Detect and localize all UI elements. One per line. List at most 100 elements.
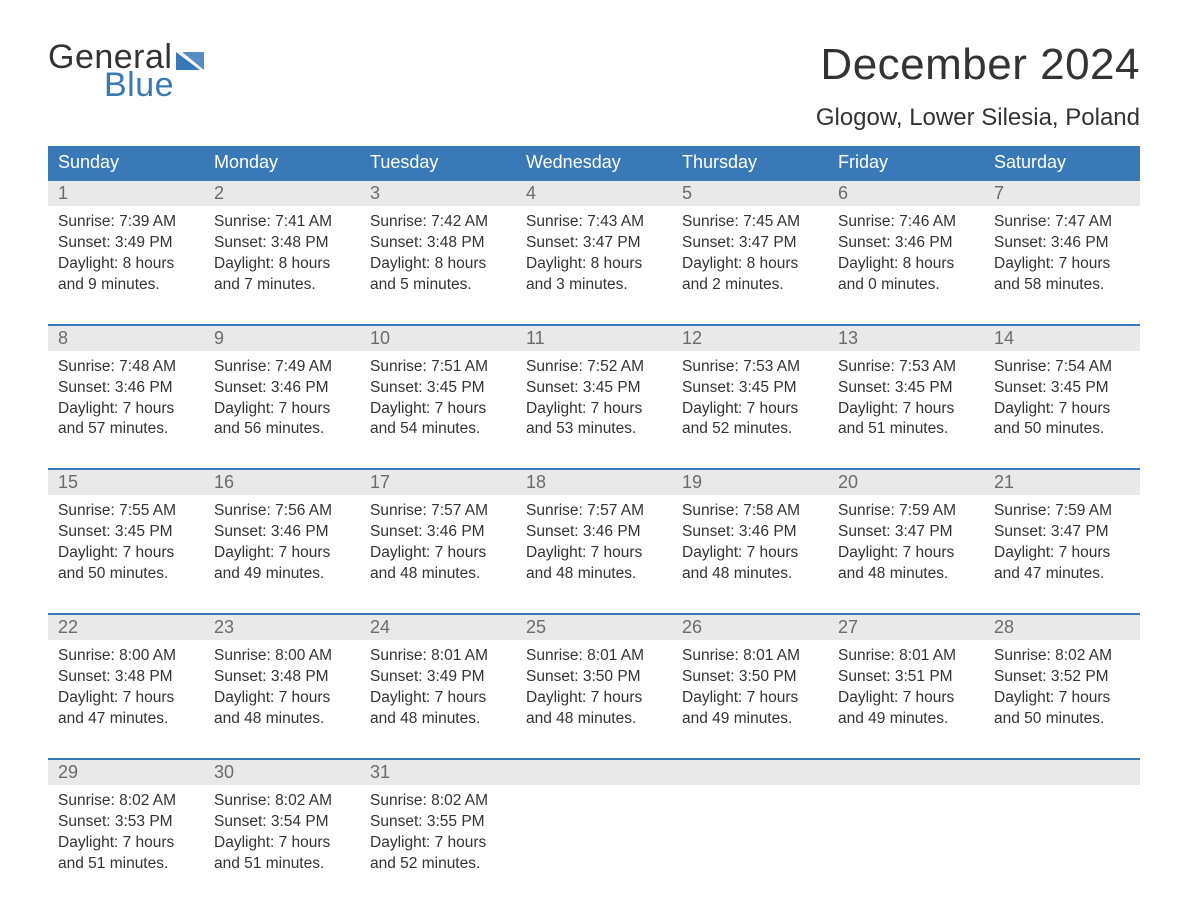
sunset-text: Sunset: 3:47 PM bbox=[994, 522, 1130, 543]
daylight-text-line2: and 52 minutes. bbox=[682, 419, 818, 440]
daylight-text-line2: and 50 minutes. bbox=[994, 419, 1130, 440]
sunrise-text: Sunrise: 7:45 AM bbox=[682, 212, 818, 233]
daylight-text-line2: and 48 minutes. bbox=[526, 709, 662, 730]
day-number: 10 bbox=[360, 326, 516, 351]
sunrise-text: Sunrise: 7:59 AM bbox=[994, 501, 1130, 522]
sunset-text: Sunset: 3:48 PM bbox=[370, 233, 506, 254]
day-cell bbox=[516, 785, 672, 881]
sunset-text: Sunset: 3:50 PM bbox=[526, 667, 662, 688]
day-number: 28 bbox=[984, 615, 1140, 640]
day-cell: Sunrise: 7:52 AMSunset: 3:45 PMDaylight:… bbox=[516, 351, 672, 447]
daylight-text-line2: and 51 minutes. bbox=[838, 419, 974, 440]
day-cell: Sunrise: 7:57 AMSunset: 3:46 PMDaylight:… bbox=[516, 495, 672, 591]
daylight-text-line2: and 9 minutes. bbox=[58, 275, 194, 296]
sunset-text: Sunset: 3:45 PM bbox=[526, 378, 662, 399]
daylight-text-line2: and 52 minutes. bbox=[370, 854, 506, 875]
dow-saturday: Saturday bbox=[984, 146, 1140, 181]
day-cell: Sunrise: 7:53 AMSunset: 3:45 PMDaylight:… bbox=[828, 351, 984, 447]
sunset-text: Sunset: 3:47 PM bbox=[682, 233, 818, 254]
daylight-text-line2: and 47 minutes. bbox=[994, 564, 1130, 585]
sunrise-text: Sunrise: 7:48 AM bbox=[58, 357, 194, 378]
sunset-text: Sunset: 3:49 PM bbox=[58, 233, 194, 254]
title-block: December 2024 Glogow, Lower Silesia, Pol… bbox=[816, 40, 1140, 132]
day-number: 8 bbox=[48, 326, 204, 351]
sunrise-text: Sunrise: 7:55 AM bbox=[58, 501, 194, 522]
daylight-text-line1: Daylight: 7 hours bbox=[526, 543, 662, 564]
weeks-container: 1234567Sunrise: 7:39 AMSunset: 3:49 PMDa… bbox=[48, 181, 1140, 880]
daylight-text-line1: Daylight: 7 hours bbox=[58, 688, 194, 709]
day-cell: Sunrise: 7:48 AMSunset: 3:46 PMDaylight:… bbox=[48, 351, 204, 447]
sunrise-text: Sunrise: 7:57 AM bbox=[526, 501, 662, 522]
sunset-text: Sunset: 3:46 PM bbox=[58, 378, 194, 399]
day-cell: Sunrise: 8:02 AMSunset: 3:53 PMDaylight:… bbox=[48, 785, 204, 881]
daylight-text-line2: and 51 minutes. bbox=[58, 854, 194, 875]
day-number bbox=[984, 760, 1140, 785]
day-number bbox=[516, 760, 672, 785]
calendar-week: 891011121314Sunrise: 7:48 AMSunset: 3:46… bbox=[48, 324, 1140, 447]
dow-wednesday: Wednesday bbox=[516, 146, 672, 181]
daylight-text-line1: Daylight: 7 hours bbox=[682, 399, 818, 420]
daylight-text-line2: and 47 minutes. bbox=[58, 709, 194, 730]
day-number: 5 bbox=[672, 181, 828, 206]
sunset-text: Sunset: 3:45 PM bbox=[370, 378, 506, 399]
sunrise-text: Sunrise: 8:02 AM bbox=[58, 791, 194, 812]
dow-tuesday: Tuesday bbox=[360, 146, 516, 181]
sunset-text: Sunset: 3:46 PM bbox=[214, 522, 350, 543]
sunrise-text: Sunrise: 7:53 AM bbox=[682, 357, 818, 378]
day-number: 13 bbox=[828, 326, 984, 351]
daylight-text-line2: and 57 minutes. bbox=[58, 419, 194, 440]
day-cell: Sunrise: 8:01 AMSunset: 3:51 PMDaylight:… bbox=[828, 640, 984, 736]
day-number: 6 bbox=[828, 181, 984, 206]
day-cell: Sunrise: 7:57 AMSunset: 3:46 PMDaylight:… bbox=[360, 495, 516, 591]
sunset-text: Sunset: 3:47 PM bbox=[526, 233, 662, 254]
day-body-row: Sunrise: 7:55 AMSunset: 3:45 PMDaylight:… bbox=[48, 495, 1140, 591]
daylight-text-line2: and 3 minutes. bbox=[526, 275, 662, 296]
day-body-row: Sunrise: 7:39 AMSunset: 3:49 PMDaylight:… bbox=[48, 206, 1140, 302]
sunrise-text: Sunrise: 8:02 AM bbox=[994, 646, 1130, 667]
daylight-text-line2: and 51 minutes. bbox=[214, 854, 350, 875]
daylight-text-line1: Daylight: 7 hours bbox=[526, 399, 662, 420]
sunrise-text: Sunrise: 8:02 AM bbox=[214, 791, 350, 812]
dow-monday: Monday bbox=[204, 146, 360, 181]
day-cell: Sunrise: 8:01 AMSunset: 3:50 PMDaylight:… bbox=[672, 640, 828, 736]
calendar-week: 1234567Sunrise: 7:39 AMSunset: 3:49 PMDa… bbox=[48, 181, 1140, 302]
sunrise-text: Sunrise: 8:00 AM bbox=[58, 646, 194, 667]
day-number: 19 bbox=[672, 470, 828, 495]
daylight-text-line1: Daylight: 7 hours bbox=[526, 688, 662, 709]
day-number: 20 bbox=[828, 470, 984, 495]
sunrise-text: Sunrise: 8:01 AM bbox=[526, 646, 662, 667]
day-number: 30 bbox=[204, 760, 360, 785]
daylight-text-line1: Daylight: 7 hours bbox=[994, 254, 1130, 275]
sunset-text: Sunset: 3:46 PM bbox=[214, 378, 350, 399]
dow-thursday: Thursday bbox=[672, 146, 828, 181]
sunrise-text: Sunrise: 7:54 AM bbox=[994, 357, 1130, 378]
daylight-text-line2: and 49 minutes. bbox=[838, 709, 974, 730]
daylight-text-line2: and 5 minutes. bbox=[370, 275, 506, 296]
daylight-text-line1: Daylight: 7 hours bbox=[838, 688, 974, 709]
day-cell: Sunrise: 7:54 AMSunset: 3:45 PMDaylight:… bbox=[984, 351, 1140, 447]
day-cell: Sunrise: 7:59 AMSunset: 3:47 PMDaylight:… bbox=[984, 495, 1140, 591]
sunrise-text: Sunrise: 7:56 AM bbox=[214, 501, 350, 522]
daylight-text-line1: Daylight: 8 hours bbox=[214, 254, 350, 275]
sunset-text: Sunset: 3:46 PM bbox=[838, 233, 974, 254]
day-number: 24 bbox=[360, 615, 516, 640]
day-cell: Sunrise: 7:53 AMSunset: 3:45 PMDaylight:… bbox=[672, 351, 828, 447]
day-cell: Sunrise: 7:47 AMSunset: 3:46 PMDaylight:… bbox=[984, 206, 1140, 302]
sunrise-text: Sunrise: 7:52 AM bbox=[526, 357, 662, 378]
day-number: 16 bbox=[204, 470, 360, 495]
daylight-text-line1: Daylight: 7 hours bbox=[214, 833, 350, 854]
day-body-row: Sunrise: 8:02 AMSunset: 3:53 PMDaylight:… bbox=[48, 785, 1140, 881]
sunset-text: Sunset: 3:48 PM bbox=[214, 667, 350, 688]
day-number: 21 bbox=[984, 470, 1140, 495]
page-title: December 2024 bbox=[816, 40, 1140, 90]
sunrise-text: Sunrise: 8:01 AM bbox=[370, 646, 506, 667]
day-number: 23 bbox=[204, 615, 360, 640]
day-number: 11 bbox=[516, 326, 672, 351]
day-number: 29 bbox=[48, 760, 204, 785]
day-body-row: Sunrise: 7:48 AMSunset: 3:46 PMDaylight:… bbox=[48, 351, 1140, 447]
day-number-row: 293031 bbox=[48, 760, 1140, 785]
days-of-week-header: Sunday Monday Tuesday Wednesday Thursday… bbox=[48, 146, 1140, 181]
daylight-text-line2: and 7 minutes. bbox=[214, 275, 350, 296]
daylight-text-line1: Daylight: 7 hours bbox=[214, 688, 350, 709]
sunset-text: Sunset: 3:53 PM bbox=[58, 812, 194, 833]
